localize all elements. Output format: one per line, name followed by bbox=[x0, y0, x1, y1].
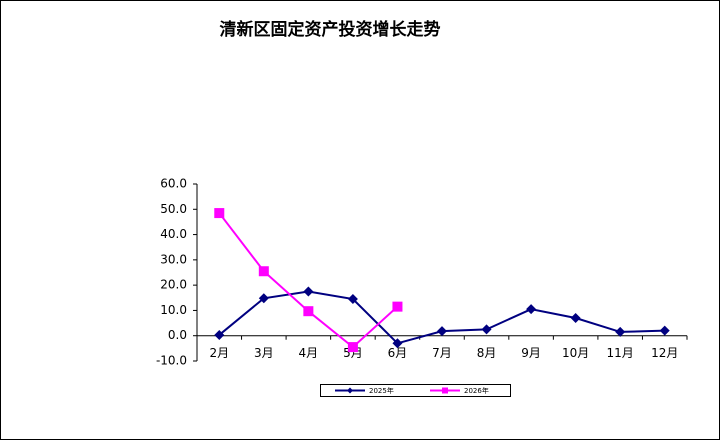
y-tick-label: 40.0 bbox=[160, 227, 187, 241]
point bbox=[214, 329, 225, 340]
point bbox=[347, 294, 358, 305]
y-tick-label: 30.0 bbox=[160, 252, 187, 266]
y-tick-label: 20.0 bbox=[160, 278, 187, 292]
x-tick-label: 11月 bbox=[607, 346, 634, 360]
point bbox=[258, 266, 269, 277]
legend-marker bbox=[442, 387, 448, 394]
point bbox=[347, 342, 358, 353]
point bbox=[526, 304, 537, 315]
point bbox=[258, 293, 269, 304]
point bbox=[570, 313, 581, 324]
point bbox=[481, 324, 492, 335]
point bbox=[392, 338, 403, 349]
x-tick-label: 2月 bbox=[209, 346, 229, 360]
point bbox=[437, 326, 447, 337]
y-tick-label: 10.0 bbox=[160, 303, 187, 317]
x-tick-label: 10月 bbox=[562, 346, 589, 360]
chart-title: 清新区固定资产投资增长走势 bbox=[220, 19, 441, 40]
point bbox=[303, 306, 314, 317]
x-tick-label: 7月 bbox=[432, 346, 452, 360]
x-tick-label: 4月 bbox=[299, 346, 319, 360]
x-tick-label: 6月 bbox=[388, 346, 408, 360]
legend-label: 2025年 bbox=[369, 386, 394, 395]
legend-label: 2026年 bbox=[464, 386, 489, 395]
x-tick-label: 9月 bbox=[521, 346, 541, 360]
y-tick-label: 0.0 bbox=[168, 328, 187, 342]
y-tick-label: 50.0 bbox=[160, 202, 187, 216]
x-tick-label: 3月 bbox=[254, 346, 274, 360]
x-tick-label: 12月 bbox=[651, 346, 678, 360]
legend bbox=[320, 384, 511, 397]
y-tick-label: 60.0 bbox=[160, 177, 187, 191]
point bbox=[615, 326, 626, 337]
legend-marker bbox=[347, 387, 353, 394]
point bbox=[303, 286, 314, 297]
y-tick-label: -10.0 bbox=[156, 354, 187, 368]
point bbox=[392, 301, 403, 312]
x-tick-label: 8月 bbox=[477, 346, 497, 360]
point bbox=[659, 325, 670, 336]
point bbox=[214, 208, 225, 219]
